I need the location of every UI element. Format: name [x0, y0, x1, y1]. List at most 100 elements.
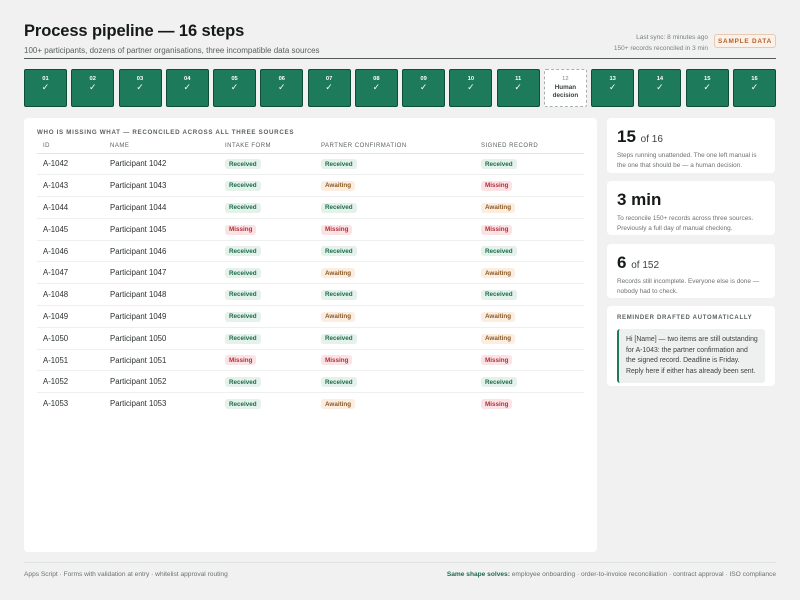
check-icon: ✓ [41, 82, 50, 92]
partner-status-cell: Missing [315, 218, 475, 241]
step-number: 01 [42, 76, 49, 82]
footer-use-cases-list: employee onboarding · order-to-invoice r… [511, 571, 776, 578]
step-number: 03 [136, 76, 144, 82]
table-row[interactable]: A-1048 Participant 1048 Received Received Re… [37, 283, 584, 307]
pipeline-step-03[interactable]: 03 ✓ [118, 69, 162, 107]
step-label: Human decision [552, 84, 579, 99]
records-panel: WHO IS MISSING WHAT — RECONCILED ACROSS … [24, 118, 597, 552]
intake-status-badge: Received [225, 180, 261, 191]
header-divider [24, 58, 776, 59]
pipeline-step-10[interactable]: 10 ✓ [449, 69, 493, 107]
intake-status-badge: Received [225, 311, 261, 322]
pipeline-step-02[interactable]: 02 ✓ [71, 69, 115, 107]
cell-name: Participant 1049 [104, 305, 219, 328]
pipeline-step-09[interactable]: 09 ✓ [402, 69, 446, 107]
intake-status-badge: Received [225, 333, 261, 344]
signed-status-badge: Received [481, 289, 517, 300]
partner-status-cell: Awaiting [315, 305, 475, 328]
check-icon: ✓ [136, 82, 144, 92]
cell-name: Participant 1051 [104, 349, 219, 372]
pipeline-step-05[interactable]: 05 ✓ [213, 69, 257, 107]
cell-id: A-1043 [37, 174, 104, 198]
records-heading: WHO IS MISSING WHAT — RECONCILED ACROSS … [37, 129, 295, 136]
step-number: 02 [89, 76, 96, 82]
pipeline-step-04[interactable]: 04 ✓ [165, 69, 209, 107]
check-icon: ✓ [183, 82, 192, 92]
intake-status-badge: Received [225, 289, 261, 300]
signed-status-badge: Missing [481, 180, 513, 191]
partner-status-cell: Awaiting [315, 261, 475, 285]
check-icon: ✓ [278, 82, 286, 92]
signed-status-cell: Received [475, 240, 584, 263]
last-sync-text: Last sync: 8 minutes ago [636, 34, 708, 41]
cell-id: A-1050 [37, 327, 104, 350]
pipeline-step-13[interactable]: 13 ✓ [591, 69, 635, 107]
check-icon: ✓ [656, 82, 664, 92]
check-icon: ✓ [230, 82, 239, 92]
cell-id: A-1045 [37, 218, 104, 241]
signed-status-cell: Missing [475, 393, 584, 415]
sample-data-badge: SAMPLE DATA [714, 34, 776, 48]
column-header-partner[interactable]: PARTNER CONFIRMATION [315, 139, 475, 154]
partner-status-cell: Received [315, 370, 475, 394]
intake-status-cell: Received [219, 327, 315, 350]
pipeline-step-11[interactable]: 11 ✓ [496, 69, 540, 107]
column-header-intake[interactable]: INTAKE FORM [219, 139, 315, 154]
table-row[interactable]: A-1046 Participant 1046 Received Received Re… [37, 240, 584, 263]
pipeline-step-08[interactable]: 08 ✓ [354, 69, 398, 107]
column-header-signed[interactable]: SIGNED RECORD [475, 139, 584, 154]
partner-status-cell: Awaiting [315, 174, 475, 198]
footer-tech-stack: Apps Script · Forms with validation at e… [24, 571, 228, 578]
cell-name: Participant 1046 [104, 240, 219, 263]
table-row[interactable]: A-1051 Participant 1051 Missing Missing Miss… [37, 349, 584, 372]
pipeline-step-15[interactable]: 15 ✓ [685, 69, 729, 107]
partner-status-badge: Awaiting [321, 311, 356, 322]
pipeline-step-07[interactable]: 07 ✓ [307, 69, 351, 107]
cell-id: A-1049 [37, 305, 104, 328]
table-row[interactable]: A-1045 Participant 1045 Missing Missing Miss… [37, 218, 584, 241]
table-row[interactable]: A-1043 Participant 1043 Received Awaiting Mi… [37, 174, 584, 198]
intake-status-badge: Received [225, 377, 261, 388]
pipeline-step-12[interactable]: 12 Human decision [543, 69, 587, 107]
pipeline-step-16[interactable]: 16 ✓ [732, 69, 776, 107]
intake-status-badge: Received [225, 246, 261, 257]
pipeline-step-14[interactable]: 14 ✓ [638, 69, 682, 107]
intake-status-cell: Received [219, 240, 315, 263]
intake-status-badge: Received [225, 159, 261, 170]
column-header-id[interactable]: ID [37, 139, 104, 154]
step-number: 04 [184, 76, 191, 82]
table-row[interactable]: A-1042 Participant 1042 Received Received Re… [37, 153, 584, 176]
table-row[interactable]: A-1050 Participant 1050 Received Received Aw… [37, 327, 584, 350]
signed-status-badge: Awaiting [481, 202, 516, 213]
steps-total: of 16 [640, 134, 663, 145]
table-row[interactable]: A-1047 Participant 1047 Received Awaiting Aw… [37, 261, 584, 285]
pipeline-step-06[interactable]: 06 ✓ [260, 69, 304, 107]
time-value: 3 min [617, 190, 662, 209]
check-icon: ✓ [750, 82, 759, 92]
intake-status-cell: Missing [219, 349, 315, 372]
check-icon: ✓ [608, 82, 617, 92]
header: Process pipeline — 16 steps 100+ partici… [24, 22, 776, 58]
cell-name: Participant 1052 [104, 370, 219, 394]
partner-status-cell: Received [315, 283, 475, 307]
partner-status-cell: Missing [315, 349, 475, 372]
partner-status-badge: Received [321, 246, 357, 257]
signed-status-cell: Missing [475, 174, 584, 198]
records-table: ID NAME INTAKE FORM PARTNER CONFIRMATION… [37, 139, 584, 415]
table-row[interactable]: A-1049 Participant 1049 Received Awaiting Aw… [37, 305, 584, 328]
cell-name: Participant 1050 [104, 327, 219, 350]
page-title: Process pipeline — 16 steps [24, 22, 245, 40]
cell-name: Participant 1053 [110, 399, 167, 409]
incomplete-total: of 152 [631, 260, 660, 271]
table-row[interactable]: A-1052 Participant 1052 Received Received Re… [37, 370, 584, 394]
cell-id: A-1047 [37, 261, 104, 285]
steps-caption: Steps running unattended. The one left m… [617, 152, 757, 169]
column-header-name[interactable]: NAME [104, 139, 219, 154]
pipeline-step-01[interactable]: 01 ✓ [24, 69, 67, 107]
cell-name: Participant 1042 [104, 153, 219, 176]
intake-status-cell: Received [219, 174, 315, 198]
table-row[interactable]: A-1044 Participant 1044 Received Received Aw… [37, 196, 584, 219]
sync-status: Last sync: 8 minutes ago 150+ records re… [614, 32, 708, 54]
reconciled-text: 150+ records reconciled in 3 min [613, 45, 708, 52]
table-row[interactable]: A-1053 Participant 1053 Received Awaiting Mi… [37, 393, 584, 415]
